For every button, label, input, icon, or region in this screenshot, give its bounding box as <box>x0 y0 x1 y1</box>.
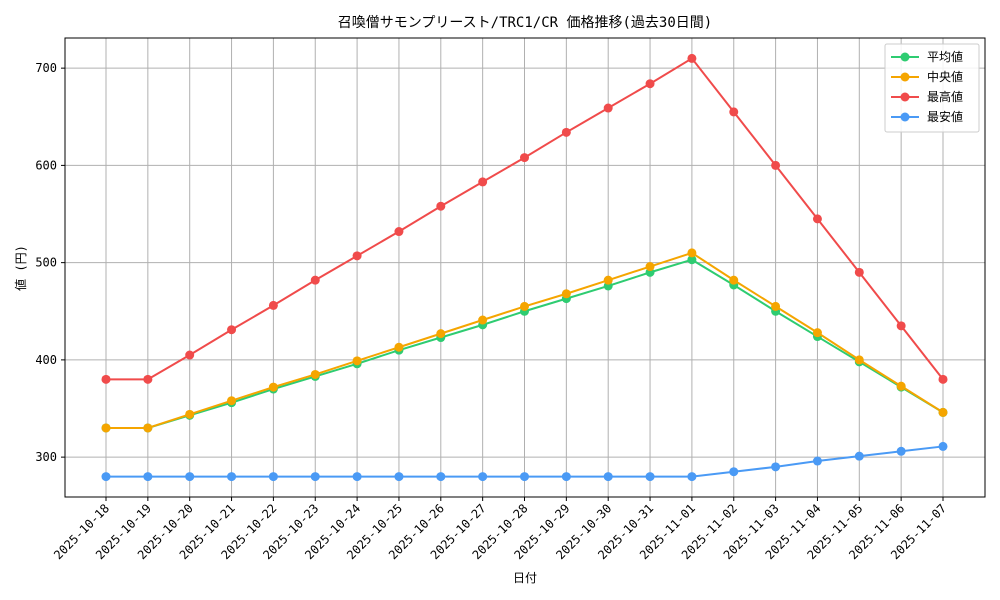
data-point <box>896 381 906 391</box>
legend-swatch-marker <box>900 52 910 62</box>
series-3 <box>101 441 948 482</box>
data-point <box>771 301 781 311</box>
y-tick-label: 700 <box>35 61 57 75</box>
data-point <box>478 315 488 325</box>
data-point <box>310 275 320 285</box>
legend-item: 最高値 <box>891 89 963 104</box>
data-point <box>101 374 111 384</box>
legend-label: 中央値 <box>927 69 963 84</box>
data-point <box>143 374 153 384</box>
data-point <box>603 275 613 285</box>
data-point <box>268 472 278 482</box>
legend-label: 平均値 <box>927 49 963 64</box>
data-point <box>227 325 237 335</box>
y-axis-label: 値 (円) <box>13 245 28 291</box>
data-point <box>771 160 781 170</box>
data-point <box>520 153 529 163</box>
legend-swatch-marker <box>900 92 910 102</box>
x-axis-label: 日付 <box>513 571 537 585</box>
data-point <box>394 472 404 482</box>
data-point <box>520 301 529 311</box>
data-point <box>268 300 278 310</box>
legend-box <box>884 43 980 133</box>
data-point <box>687 248 697 258</box>
chart-title: 召喚僧サモンプリースト/TRC1/CR 価格推移(過去30日間) <box>338 15 712 31</box>
data-point <box>185 409 195 419</box>
series-1 <box>101 248 948 433</box>
data-point <box>436 201 446 211</box>
data-point <box>645 472 655 482</box>
y-tick-label: 600 <box>35 158 57 172</box>
data-point <box>561 472 571 482</box>
data-point <box>394 227 404 237</box>
y-tick-label: 400 <box>35 353 57 367</box>
data-point <box>603 472 613 482</box>
data-point <box>645 79 655 89</box>
data-point <box>478 472 488 482</box>
data-point <box>771 462 781 472</box>
data-point <box>143 423 153 433</box>
legend-item: 最安値 <box>891 109 963 124</box>
data-point <box>938 407 948 417</box>
grid <box>65 38 985 497</box>
data-point <box>729 275 739 285</box>
legend-swatch-marker <box>900 112 910 122</box>
data-point <box>687 53 697 63</box>
legend-swatch-marker <box>900 72 910 82</box>
data-point <box>101 423 111 433</box>
legend-item: 中央値 <box>891 69 963 84</box>
y-tick-label: 500 <box>35 256 57 270</box>
data-point <box>938 441 948 451</box>
data-point <box>854 355 864 365</box>
data-point <box>352 472 362 482</box>
y-tick-label: 300 <box>35 450 57 464</box>
series-2 <box>101 53 948 384</box>
data-point <box>394 342 404 352</box>
data-point <box>352 251 362 261</box>
data-point <box>436 329 446 339</box>
series-layer <box>101 53 948 482</box>
data-point <box>812 214 822 224</box>
data-point <box>310 472 320 482</box>
data-point <box>268 382 278 392</box>
data-point <box>185 350 195 360</box>
data-point <box>812 328 822 338</box>
legend-label: 最安値 <box>927 109 963 124</box>
data-point <box>436 472 446 482</box>
data-point <box>227 396 237 406</box>
data-point <box>896 321 906 331</box>
data-point <box>812 456 822 466</box>
data-point <box>687 255 697 265</box>
data-point <box>143 472 153 482</box>
data-point <box>896 446 906 456</box>
data-point <box>478 177 488 187</box>
data-point <box>603 103 613 113</box>
data-point <box>854 451 864 461</box>
data-point <box>687 472 697 482</box>
data-point <box>520 472 529 482</box>
data-point <box>854 267 864 277</box>
data-point <box>561 127 571 137</box>
data-point <box>185 472 195 482</box>
legend-label: 最高値 <box>927 89 963 104</box>
data-point <box>729 107 739 117</box>
data-point <box>352 356 362 366</box>
legend-item: 平均値 <box>891 49 963 64</box>
data-point <box>310 369 320 379</box>
data-point <box>227 472 237 482</box>
data-point <box>101 472 111 482</box>
data-point <box>729 467 739 477</box>
data-point <box>938 374 948 384</box>
data-point <box>561 289 571 299</box>
data-point <box>645 262 655 272</box>
